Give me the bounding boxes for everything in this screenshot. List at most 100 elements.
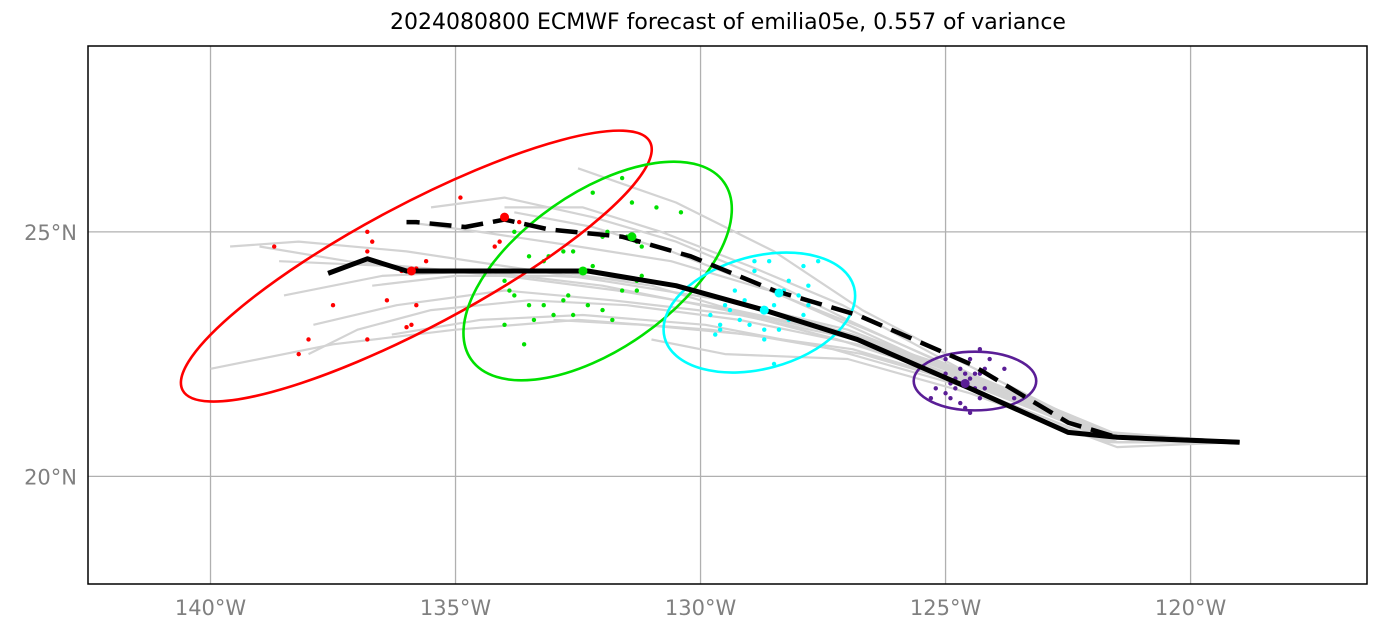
member-point-3-11 <box>967 356 973 362</box>
member-point-1-4 <box>561 249 566 254</box>
spread-ellipse-0 <box>179 129 654 403</box>
member-point-3-9 <box>987 356 992 362</box>
member-point-2-5 <box>747 322 752 327</box>
member-point-3-10 <box>977 347 983 352</box>
control-position-1 <box>627 232 637 242</box>
member-point-0-16 <box>365 337 370 342</box>
ensemble-tracks <box>210 167 1240 449</box>
member-point-1-20 <box>610 317 615 323</box>
ensemble-mean-track <box>327 256 1240 445</box>
member-point-0-6 <box>423 259 429 264</box>
member-point-3-2 <box>967 410 973 416</box>
member-point-1-19 <box>600 307 605 313</box>
member-point-2-23 <box>722 303 728 308</box>
member-point-2-11 <box>796 293 801 298</box>
member-point-0-1 <box>365 229 370 235</box>
control-position-0 <box>500 212 510 222</box>
x-tick-label-2: 130°W <box>665 596 737 620</box>
member-point-2-16 <box>801 312 806 318</box>
member-point-1-25 <box>634 288 640 293</box>
member-point-3-7 <box>982 386 987 391</box>
member-point-3-15 <box>972 371 978 376</box>
member-point-2-1 <box>717 322 723 327</box>
mean-position-3 <box>960 378 970 388</box>
member-point-2-0 <box>713 332 718 337</box>
mean-position-2 <box>759 305 769 315</box>
member-point-1-12 <box>561 298 566 303</box>
member-point-2-2 <box>708 312 713 318</box>
control-track-dashed <box>406 217 1240 445</box>
spread-ellipses <box>179 129 1038 412</box>
member-point-1-8 <box>502 278 507 283</box>
spread-ellipse-1 <box>462 160 734 382</box>
member-point-2-24 <box>732 288 738 293</box>
member-point-2-6 <box>742 298 747 303</box>
mean-tracks <box>327 212 1240 445</box>
member-point-1-9 <box>526 303 532 308</box>
member-point-2-18 <box>776 327 782 332</box>
member-point-0-9 <box>492 244 497 249</box>
y-tick-label-1: 25°N <box>24 221 77 245</box>
member-point-3-16 <box>967 376 973 381</box>
member-point-2-3 <box>727 307 733 313</box>
ensemble-track-6 <box>651 338 1240 449</box>
member-point-3-5 <box>933 386 938 391</box>
member-point-0-7 <box>458 195 463 200</box>
y-tick-label-0: 20°N <box>24 465 77 489</box>
member-point-2-10 <box>786 278 791 283</box>
ensemble-track-14 <box>553 318 1240 444</box>
member-point-0-18 <box>296 351 301 357</box>
x-tick-label-4: 120°W <box>1155 596 1227 620</box>
grid-lines <box>88 46 1367 584</box>
member-point-1-32 <box>654 205 659 210</box>
mean-position-1 <box>578 266 588 276</box>
member-point-0-8 <box>517 219 522 225</box>
member-point-2-19 <box>762 327 767 332</box>
member-point-2-9 <box>766 259 772 264</box>
member-point-1-13 <box>551 312 556 318</box>
member-point-1-17 <box>521 342 527 347</box>
x-tick-label-3: 125°W <box>910 596 982 620</box>
member-point-1-21 <box>590 263 595 269</box>
control-position-2 <box>774 288 784 298</box>
member-point-1-16 <box>502 322 507 327</box>
member-point-2-15 <box>806 303 811 308</box>
ensemble-track-13 <box>514 211 1240 444</box>
member-point-3-27 <box>943 356 948 362</box>
member-point-1-15 <box>531 317 537 323</box>
member-point-2-26 <box>717 327 723 332</box>
member-point-0-13 <box>409 322 414 327</box>
member-point-3-25 <box>1002 366 1007 371</box>
member-point-2-4 <box>737 317 742 323</box>
member-point-3-13 <box>962 371 968 376</box>
member-point-0-11 <box>384 298 390 303</box>
plot-frame <box>87 45 1368 585</box>
member-point-0-0 <box>272 244 277 249</box>
member-point-0-14 <box>404 325 409 330</box>
member-point-3-1 <box>958 400 963 406</box>
member-point-1-18 <box>585 303 591 308</box>
member-point-3-0 <box>948 395 953 401</box>
member-point-1-10 <box>541 303 546 308</box>
member-point-1-1 <box>526 254 532 259</box>
member-point-1-7 <box>512 293 517 298</box>
mean-position-0 <box>406 266 416 276</box>
member-point-2-13 <box>801 263 806 269</box>
member-point-1-11 <box>566 293 571 298</box>
member-point-2-14 <box>815 259 821 264</box>
member-point-3-24 <box>1011 395 1017 401</box>
member-point-1-30 <box>639 244 644 249</box>
member-point-3-4 <box>943 391 948 396</box>
member-point-3-21 <box>953 386 958 391</box>
member-point-1-23 <box>639 273 644 279</box>
member-point-0-15 <box>414 303 419 308</box>
member-point-3-6 <box>977 395 983 401</box>
member-point-2-7 <box>752 268 757 274</box>
member-point-0-2 <box>370 239 375 244</box>
spread-ellipse-2 <box>662 251 857 374</box>
ensemble-track-0 <box>259 245 1240 444</box>
member-point-0-12 <box>330 303 336 308</box>
member-point-1-33 <box>678 210 684 215</box>
member-point-1-6 <box>507 288 512 293</box>
